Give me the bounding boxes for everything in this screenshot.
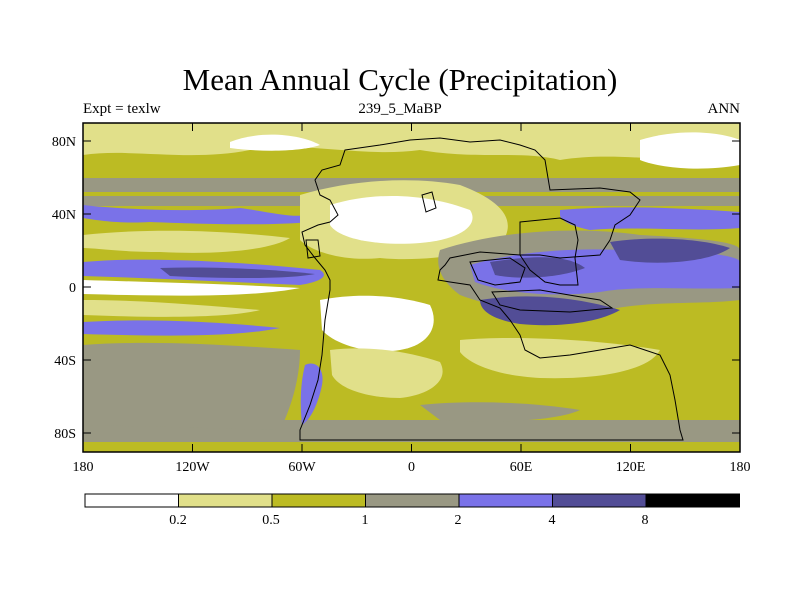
lat-label-80s: 80S xyxy=(54,427,76,442)
arctic-dry-east xyxy=(640,132,740,169)
pangea-north-desert xyxy=(330,195,473,244)
tethys-core-a xyxy=(490,257,585,278)
colorbar-swatch xyxy=(365,493,460,508)
pangea-south-desert xyxy=(320,295,434,352)
south-pacific-gray xyxy=(83,342,300,430)
lon-label-60e: 60E xyxy=(510,460,533,475)
spcz-wet xyxy=(83,320,280,336)
colorbar-label-1: 1 xyxy=(362,513,369,528)
lat-label-40s: 40S xyxy=(54,354,76,369)
lon-label-180e: 180 xyxy=(730,460,751,475)
southern-gray-patch xyxy=(420,402,580,422)
colorbar-swatch xyxy=(84,493,179,508)
colorbar-swatch xyxy=(458,493,553,508)
small-west-island-outline xyxy=(305,239,321,259)
colorbar-swatch xyxy=(552,493,647,508)
lat-label-0: 0 xyxy=(69,281,76,296)
plot-title: Mean Annual Cycle (Precipitation) xyxy=(182,62,618,97)
tethys-core-b xyxy=(610,238,730,263)
season-label: ANN xyxy=(707,101,741,117)
colorbar-label-2: 2 xyxy=(455,513,462,528)
precipitation-field xyxy=(83,123,740,452)
colorbar-swatch xyxy=(271,493,366,508)
lon-label-0: 0 xyxy=(408,460,415,475)
lat-label-40n: 40N xyxy=(52,208,76,223)
lon-label-120e: 120E xyxy=(616,460,646,475)
equatorial-dry-tongue xyxy=(83,280,300,296)
pacific-north-dry xyxy=(83,230,290,253)
colorbar-swatch xyxy=(645,493,740,508)
tethys-island-outline xyxy=(519,217,579,286)
arctic-dry-west xyxy=(230,134,320,151)
colorbar-label-0-5: 0.5 xyxy=(262,513,280,528)
tethys-inner-outline xyxy=(469,257,526,286)
small-island-outline xyxy=(421,191,437,213)
colorbar: 0.2 0.5 1 2 4 8 xyxy=(84,493,740,528)
pacific-south-light xyxy=(83,300,260,317)
itcz-north-core xyxy=(160,267,315,279)
tethys-south-outline xyxy=(491,289,614,313)
colorbar-label-8: 8 xyxy=(642,513,649,528)
lon-label-180w: 180 xyxy=(73,460,94,475)
colorbar-label-0-2: 0.2 xyxy=(169,513,187,528)
north-pacific-wet xyxy=(83,205,310,225)
lon-label-120w: 120W xyxy=(175,460,210,475)
colorbar-label-4: 4 xyxy=(549,513,556,528)
lon-axis xyxy=(82,123,631,452)
lat-label-80n: 80N xyxy=(52,135,76,150)
arctic-light-band xyxy=(83,123,740,162)
case-label: 239_5_MaBP xyxy=(358,101,442,117)
lon-label-60w: 60W xyxy=(288,460,316,475)
lat-axis xyxy=(83,140,740,434)
experiment-label: Expt = texlw xyxy=(83,101,161,117)
pangea-south-semi-arid xyxy=(330,348,443,398)
north-tethys-wet xyxy=(560,207,740,230)
coastal-wet-strip xyxy=(300,363,323,425)
colorbar-swatch xyxy=(178,493,273,508)
coastline xyxy=(299,137,684,441)
